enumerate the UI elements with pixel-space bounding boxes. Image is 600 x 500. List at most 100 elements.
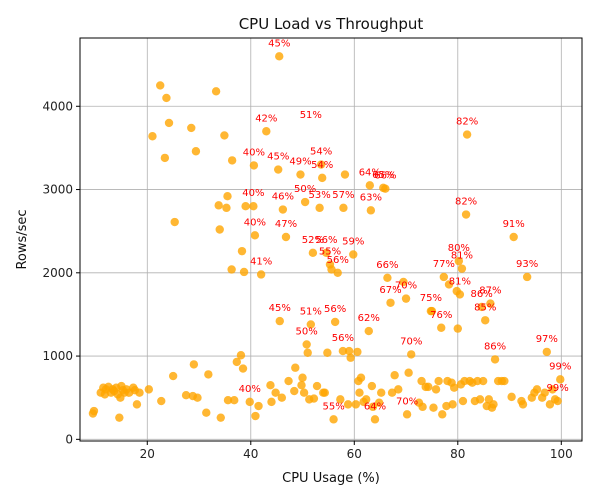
data-point: [338, 346, 348, 356]
data-point: [256, 270, 266, 279]
data-point: [368, 402, 378, 412]
data-point: [381, 184, 390, 193]
data-point: [89, 406, 99, 416]
y-tick-label: 0: [65, 432, 73, 446]
point-annotation: 56%: [327, 255, 349, 266]
data-point: [148, 132, 157, 141]
point-annotation: 41%: [250, 256, 272, 267]
data-point: [548, 385, 557, 394]
point-annotation: 52%: [302, 235, 324, 246]
data-point: [434, 376, 443, 386]
data-point: [241, 201, 250, 211]
data-point: [215, 225, 224, 234]
data-point: [545, 400, 555, 409]
point-annotation: 99%: [549, 361, 571, 372]
point-annotation: 54%: [310, 147, 332, 158]
data-point: [367, 381, 377, 391]
data-point: [349, 250, 358, 259]
data-point: [481, 316, 490, 325]
y-tick-label: 3000: [42, 183, 73, 197]
data-point: [366, 206, 376, 215]
data-point: [353, 347, 362, 357]
data-point: [390, 371, 399, 380]
data-point: [267, 397, 276, 407]
data-point: [461, 210, 471, 219]
point-annotation: 54%: [311, 160, 333, 171]
data-point: [312, 381, 322, 391]
data-point: [193, 393, 202, 402]
data-point: [132, 400, 142, 409]
data-point: [250, 231, 260, 240]
data-point: [542, 347, 552, 357]
point-annotation: 66%: [374, 171, 396, 182]
point-annotation: 82%: [455, 197, 477, 208]
data-point: [170, 217, 179, 227]
point-annotation: 85%: [474, 302, 496, 313]
data-point: [222, 203, 231, 213]
data-point: [156, 81, 165, 90]
point-annotation: 53%: [308, 190, 330, 201]
data-point: [275, 316, 284, 326]
data-point: [386, 298, 395, 307]
data-point: [339, 203, 348, 213]
data-point: [522, 272, 532, 282]
data-point: [306, 320, 316, 329]
data-point: [202, 408, 211, 417]
data-point: [489, 400, 498, 409]
data-point: [336, 395, 345, 404]
data-point: [355, 388, 364, 397]
point-annotation: 70%: [395, 281, 417, 292]
point-annotation: 67%: [379, 285, 401, 296]
data-point: [191, 147, 201, 156]
data-point: [204, 370, 213, 379]
data-point: [532, 385, 542, 394]
point-annotation: 47%: [275, 219, 297, 230]
point-annotation: 59%: [342, 236, 364, 247]
data-point: [370, 415, 380, 424]
data-point: [284, 376, 293, 386]
data-point: [238, 364, 248, 373]
data-point: [437, 323, 446, 332]
data-point: [144, 385, 154, 394]
data-point: [232, 357, 242, 367]
point-annotation: 62%: [358, 313, 380, 324]
data-point: [302, 340, 311, 349]
data-point: [418, 402, 427, 412]
data-point: [453, 324, 462, 333]
point-annotation: 77%: [433, 259, 455, 270]
point-annotation: 86%: [484, 341, 506, 352]
data-point: [223, 396, 233, 405]
data-point: [254, 401, 263, 411]
point-annotation: 51%: [300, 306, 322, 317]
data-point: [387, 388, 397, 397]
data-point: [214, 201, 223, 210]
data-point: [556, 375, 565, 384]
data-point: [291, 363, 300, 372]
point-annotation: 40%: [243, 147, 265, 158]
point-annotation: 99%: [547, 383, 569, 394]
data-point: [303, 348, 312, 357]
data-point: [518, 400, 528, 409]
point-annotation: 51%: [300, 110, 322, 121]
data-point: [490, 355, 500, 364]
point-annotation: 50%: [294, 184, 316, 195]
data-point: [164, 118, 174, 128]
data-point: [189, 360, 199, 369]
data-point: [236, 351, 246, 360]
data-point: [540, 388, 549, 397]
point-annotation: 56%: [315, 235, 337, 246]
x-axis-label: CPU Usage (%): [282, 471, 380, 486]
y-tick-label: 1000: [42, 349, 73, 363]
data-point: [401, 294, 411, 303]
data-point: [462, 130, 472, 139]
data-point: [439, 272, 449, 282]
plot-frame: [79, 37, 583, 442]
data-point: [344, 346, 354, 356]
data-point: [187, 123, 196, 133]
data-point: [230, 396, 239, 405]
data-point: [448, 400, 457, 409]
point-annotation: 64%: [359, 167, 381, 178]
point-annotation: 56%: [332, 333, 354, 344]
data-point: [290, 386, 299, 396]
